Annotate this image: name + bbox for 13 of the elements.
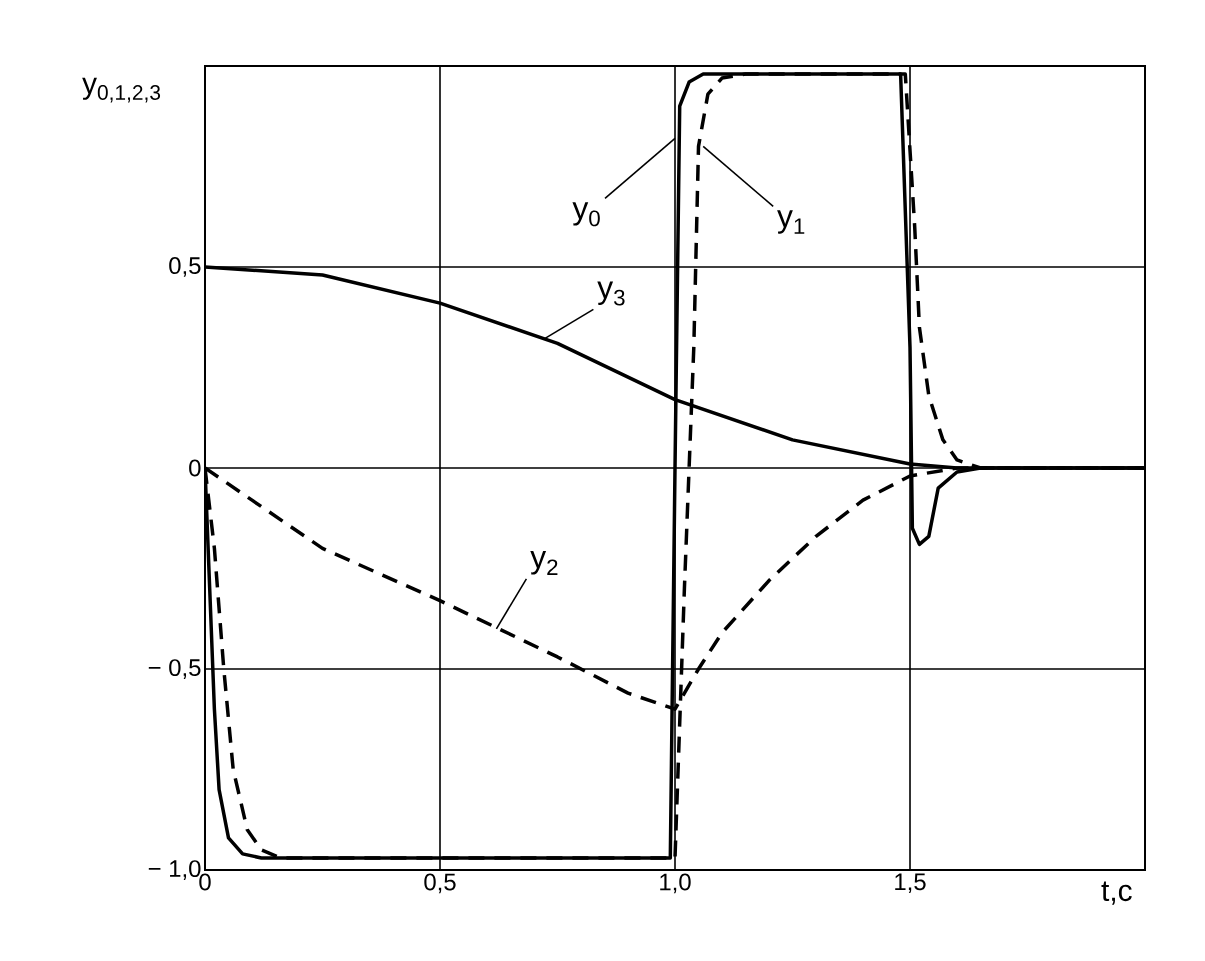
y-tick-label: 0 [189,459,201,477]
annotation: y$_{3}$ [597,281,625,306]
x-tick-label: 1,5 [895,873,926,894]
annotation: y$_{1}$ [777,210,805,234]
y-axis-title: y$_{0,1,2,3}$ [82,77,161,103]
y-tick-label: − 1,0 [148,860,201,880]
annotation: y$_{0}$ [572,202,600,227]
annotation: y$_{2}$ [530,551,558,575]
y-tick-label: − 0,5 [148,659,201,679]
x-tick-label: 1,0 [660,873,691,894]
x-axis-title: t,c [1101,881,1132,905]
x-tick-label: 0,5 [424,873,456,894]
y-tick-label: 0,5 [169,257,201,277]
